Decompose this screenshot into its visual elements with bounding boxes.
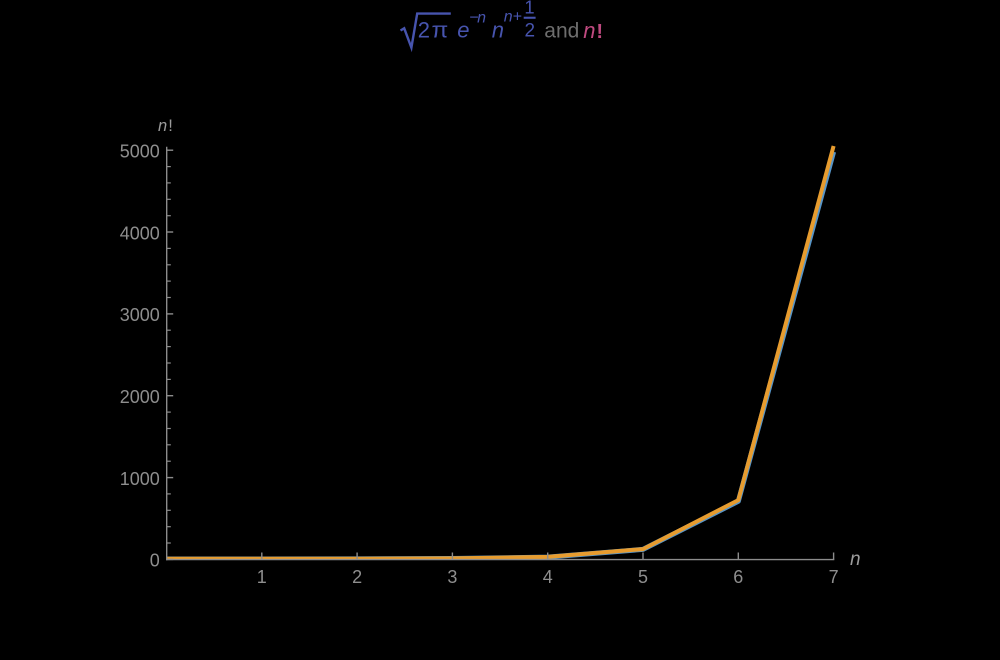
svg-text:3: 3 xyxy=(447,567,457,587)
svg-text:π: π xyxy=(432,17,449,42)
svg-text:1000: 1000 xyxy=(120,469,160,489)
svg-text:−n: −n xyxy=(469,10,486,27)
svg-text:5: 5 xyxy=(638,567,648,587)
svg-text:2: 2 xyxy=(418,17,430,42)
svg-text:0: 0 xyxy=(150,551,160,571)
svg-text:4: 4 xyxy=(543,567,553,587)
svg-text:n!: n! xyxy=(158,117,173,135)
svg-text:5000: 5000 xyxy=(120,142,160,162)
svg-text:2: 2 xyxy=(352,567,362,587)
svg-text:n+: n+ xyxy=(504,9,522,26)
svg-text:1: 1 xyxy=(524,0,534,17)
svg-text:1: 1 xyxy=(257,567,267,587)
svg-text:7: 7 xyxy=(829,567,839,587)
svg-text:n: n xyxy=(850,549,861,570)
svg-text:n: n xyxy=(492,17,504,42)
svg-text:3000: 3000 xyxy=(120,305,160,325)
svg-text:2: 2 xyxy=(525,20,536,41)
svg-text:n: n xyxy=(583,18,595,43)
svg-text:e: e xyxy=(457,17,469,42)
svg-text:4000: 4000 xyxy=(120,223,160,243)
svg-text:6: 6 xyxy=(733,567,743,587)
svg-text:2000: 2000 xyxy=(120,387,160,407)
svg-text:!: ! xyxy=(596,21,603,43)
svg-text:and: and xyxy=(544,19,579,42)
